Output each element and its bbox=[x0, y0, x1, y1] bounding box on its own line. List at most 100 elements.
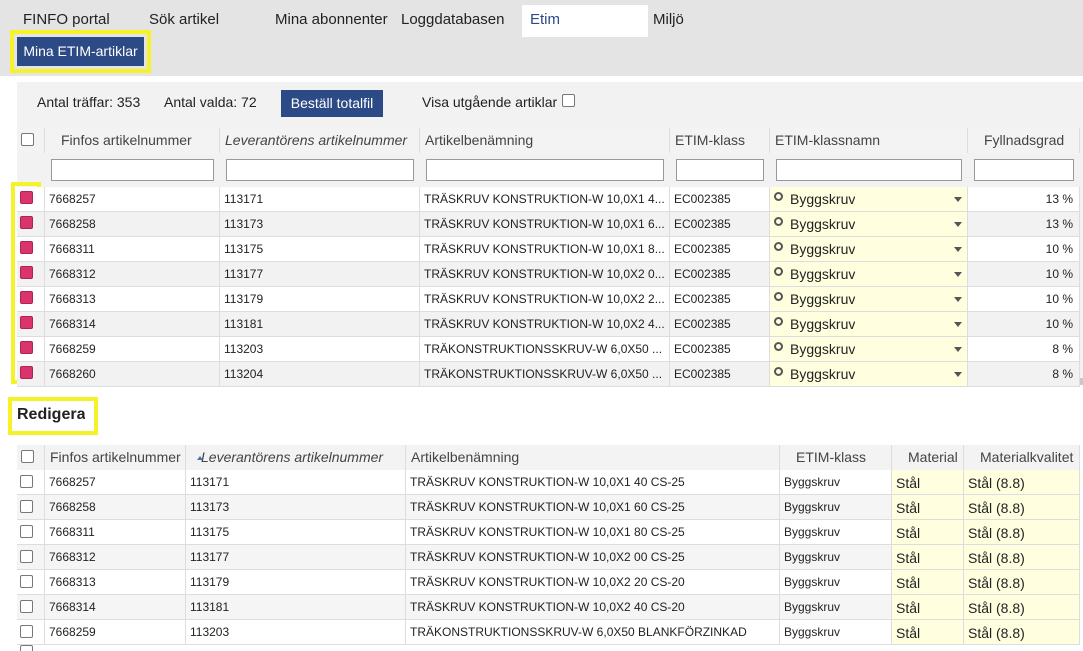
checkbox[interactable] bbox=[20, 475, 33, 488]
cell-text: 113177 bbox=[220, 262, 420, 287]
filter-input[interactable] bbox=[676, 159, 764, 181]
cell-text[interactable]: Stål (8.8) bbox=[964, 570, 1080, 595]
cell-text[interactable]: Stål (8.8) bbox=[964, 620, 1080, 645]
class-select[interactable] bbox=[770, 262, 968, 287]
cell-text[interactable]: Stål (8.8) bbox=[964, 545, 1080, 570]
cell-text: 113171 bbox=[220, 187, 420, 212]
cell-text: 10 % bbox=[968, 312, 1080, 337]
header-cell: ETIM-klassnamn bbox=[770, 128, 968, 153]
nav-tab[interactable]: Sök artikel bbox=[149, 11, 220, 28]
header-cell[interactable]: Leverantörens artikelnummer bbox=[186, 445, 406, 470]
cell-text: Byggskruv bbox=[790, 241, 856, 257]
cell-text: 113177 bbox=[186, 545, 406, 570]
cell-text: Byggskruv bbox=[790, 366, 856, 382]
nav-tab[interactable]: Miljö bbox=[653, 11, 684, 28]
checkbox[interactable] bbox=[20, 266, 33, 279]
cell-text: 13 % bbox=[968, 187, 1080, 212]
sort-arrow bbox=[197, 456, 203, 460]
filter-input[interactable] bbox=[776, 159, 962, 181]
dropdown-arrow bbox=[954, 372, 962, 377]
cell-text: EC002385 bbox=[670, 187, 770, 212]
header-cell: Leverantörens artikelnummer bbox=[220, 128, 420, 153]
class-select[interactable] bbox=[770, 337, 968, 362]
cell-text: TRÄKONSTRUKTIONSSKRUV-W 6,0X50 ... bbox=[420, 337, 670, 362]
search-icon bbox=[774, 267, 783, 276]
filter-input[interactable] bbox=[51, 159, 214, 181]
class-select[interactable] bbox=[770, 212, 968, 237]
cell-text: 113203 bbox=[186, 620, 406, 645]
class-select[interactable] bbox=[770, 287, 968, 312]
checkbox[interactable] bbox=[20, 645, 33, 651]
header-cell[interactable]: ETIM-klass bbox=[780, 445, 892, 470]
checkbox[interactable] bbox=[20, 291, 33, 304]
checkbox[interactable] bbox=[20, 575, 33, 588]
nav-tab[interactable]: FINFO portal bbox=[23, 11, 110, 28]
order-button[interactable]: Beställ totalfil bbox=[281, 90, 383, 117]
cell-text: TRÄSKRUV KONSTRUKTION-W 10,0X1 40 CS-25 bbox=[406, 470, 780, 495]
cell-text: 113181 bbox=[186, 595, 406, 620]
class-select[interactable] bbox=[770, 187, 968, 212]
class-select[interactable] bbox=[770, 362, 968, 387]
cell-text: Byggskruv bbox=[780, 570, 892, 595]
search-icon bbox=[774, 292, 783, 301]
dropdown-arrow bbox=[954, 297, 962, 302]
checkbox[interactable] bbox=[20, 525, 33, 538]
cell-text: 113179 bbox=[186, 570, 406, 595]
header-cell[interactable]: Materialkvalitet bbox=[964, 445, 1080, 470]
checkbox[interactable] bbox=[20, 191, 33, 204]
header-cell[interactable]: Material bbox=[892, 445, 964, 470]
nav-tab[interactable]: Loggdatabasen bbox=[401, 11, 505, 28]
checkbox[interactable] bbox=[21, 133, 34, 146]
filter-input[interactable] bbox=[974, 159, 1074, 181]
checkbox[interactable] bbox=[20, 316, 33, 329]
nav-tab[interactable]: Etim bbox=[530, 11, 560, 28]
cell-text[interactable]: Stål (8.8) bbox=[964, 595, 1080, 620]
cell-text: 113173 bbox=[186, 495, 406, 520]
dropdown-arrow bbox=[954, 347, 962, 352]
cell-text: 113204 bbox=[220, 362, 420, 387]
nav-tab[interactable]: Mina abonnenter bbox=[275, 11, 388, 28]
header-cell[interactable]: Finfos artikelnummer bbox=[45, 445, 186, 470]
cell-text: 13 % bbox=[968, 212, 1080, 237]
class-select[interactable] bbox=[770, 312, 968, 337]
header-cell[interactable]: Artikelbenämning bbox=[406, 445, 780, 470]
cell-text: 7668257 bbox=[45, 470, 186, 495]
checkbox[interactable] bbox=[20, 625, 33, 638]
cell-text[interactable]: Stål bbox=[892, 520, 964, 545]
cell-text[interactable]: Stål bbox=[892, 595, 964, 620]
cell-text[interactable]: Stål bbox=[892, 470, 964, 495]
cell-text: Byggskruv bbox=[780, 520, 892, 545]
cell-text[interactable]: Stål (8.8) bbox=[964, 470, 1080, 495]
cell-text[interactable]: Stål (8.8) bbox=[964, 495, 1080, 520]
checkbox[interactable] bbox=[20, 216, 33, 229]
section-title: Redigera bbox=[17, 406, 86, 423]
cell-text: TRÄSKRUV KONSTRUKTION-W 10,0X2 4... bbox=[420, 312, 670, 337]
cell-text: Byggskruv bbox=[790, 316, 856, 332]
cell-text[interactable]: Stål (8.8) bbox=[964, 520, 1080, 545]
nav-button[interactable]: Mina ETIM-artiklar bbox=[17, 37, 144, 66]
checkbox[interactable] bbox=[21, 450, 34, 463]
cell-text: TRÄSKRUV KONSTRUKTION-W 10,0X2 00 CS-25 bbox=[406, 545, 780, 570]
checkbox[interactable] bbox=[20, 341, 33, 354]
cell-text[interactable]: Stål bbox=[892, 495, 964, 520]
cell-text[interactable]: Stål bbox=[892, 620, 964, 645]
cell-text: 113175 bbox=[186, 520, 406, 545]
cell-text: 113181 bbox=[220, 312, 420, 337]
cell-text: 10 % bbox=[968, 262, 1080, 287]
dropdown-arrow bbox=[954, 222, 962, 227]
checkbox[interactable] bbox=[20, 600, 33, 613]
class-select[interactable] bbox=[770, 237, 968, 262]
checkbox[interactable] bbox=[20, 550, 33, 563]
checkbox[interactable] bbox=[20, 500, 33, 513]
cell-text: 113203 bbox=[220, 337, 420, 362]
filter-input[interactable] bbox=[426, 159, 664, 181]
cell-text[interactable]: Stål bbox=[892, 545, 964, 570]
filter-input[interactable] bbox=[226, 159, 414, 181]
cell-text: Byggskruv bbox=[780, 545, 892, 570]
cell-text[interactable]: Stål bbox=[892, 570, 964, 595]
checkbox[interactable] bbox=[562, 94, 575, 107]
checkbox[interactable] bbox=[20, 241, 33, 254]
checkbox[interactable] bbox=[20, 366, 33, 379]
header-cell: Finfos artikelnummer bbox=[45, 128, 220, 153]
